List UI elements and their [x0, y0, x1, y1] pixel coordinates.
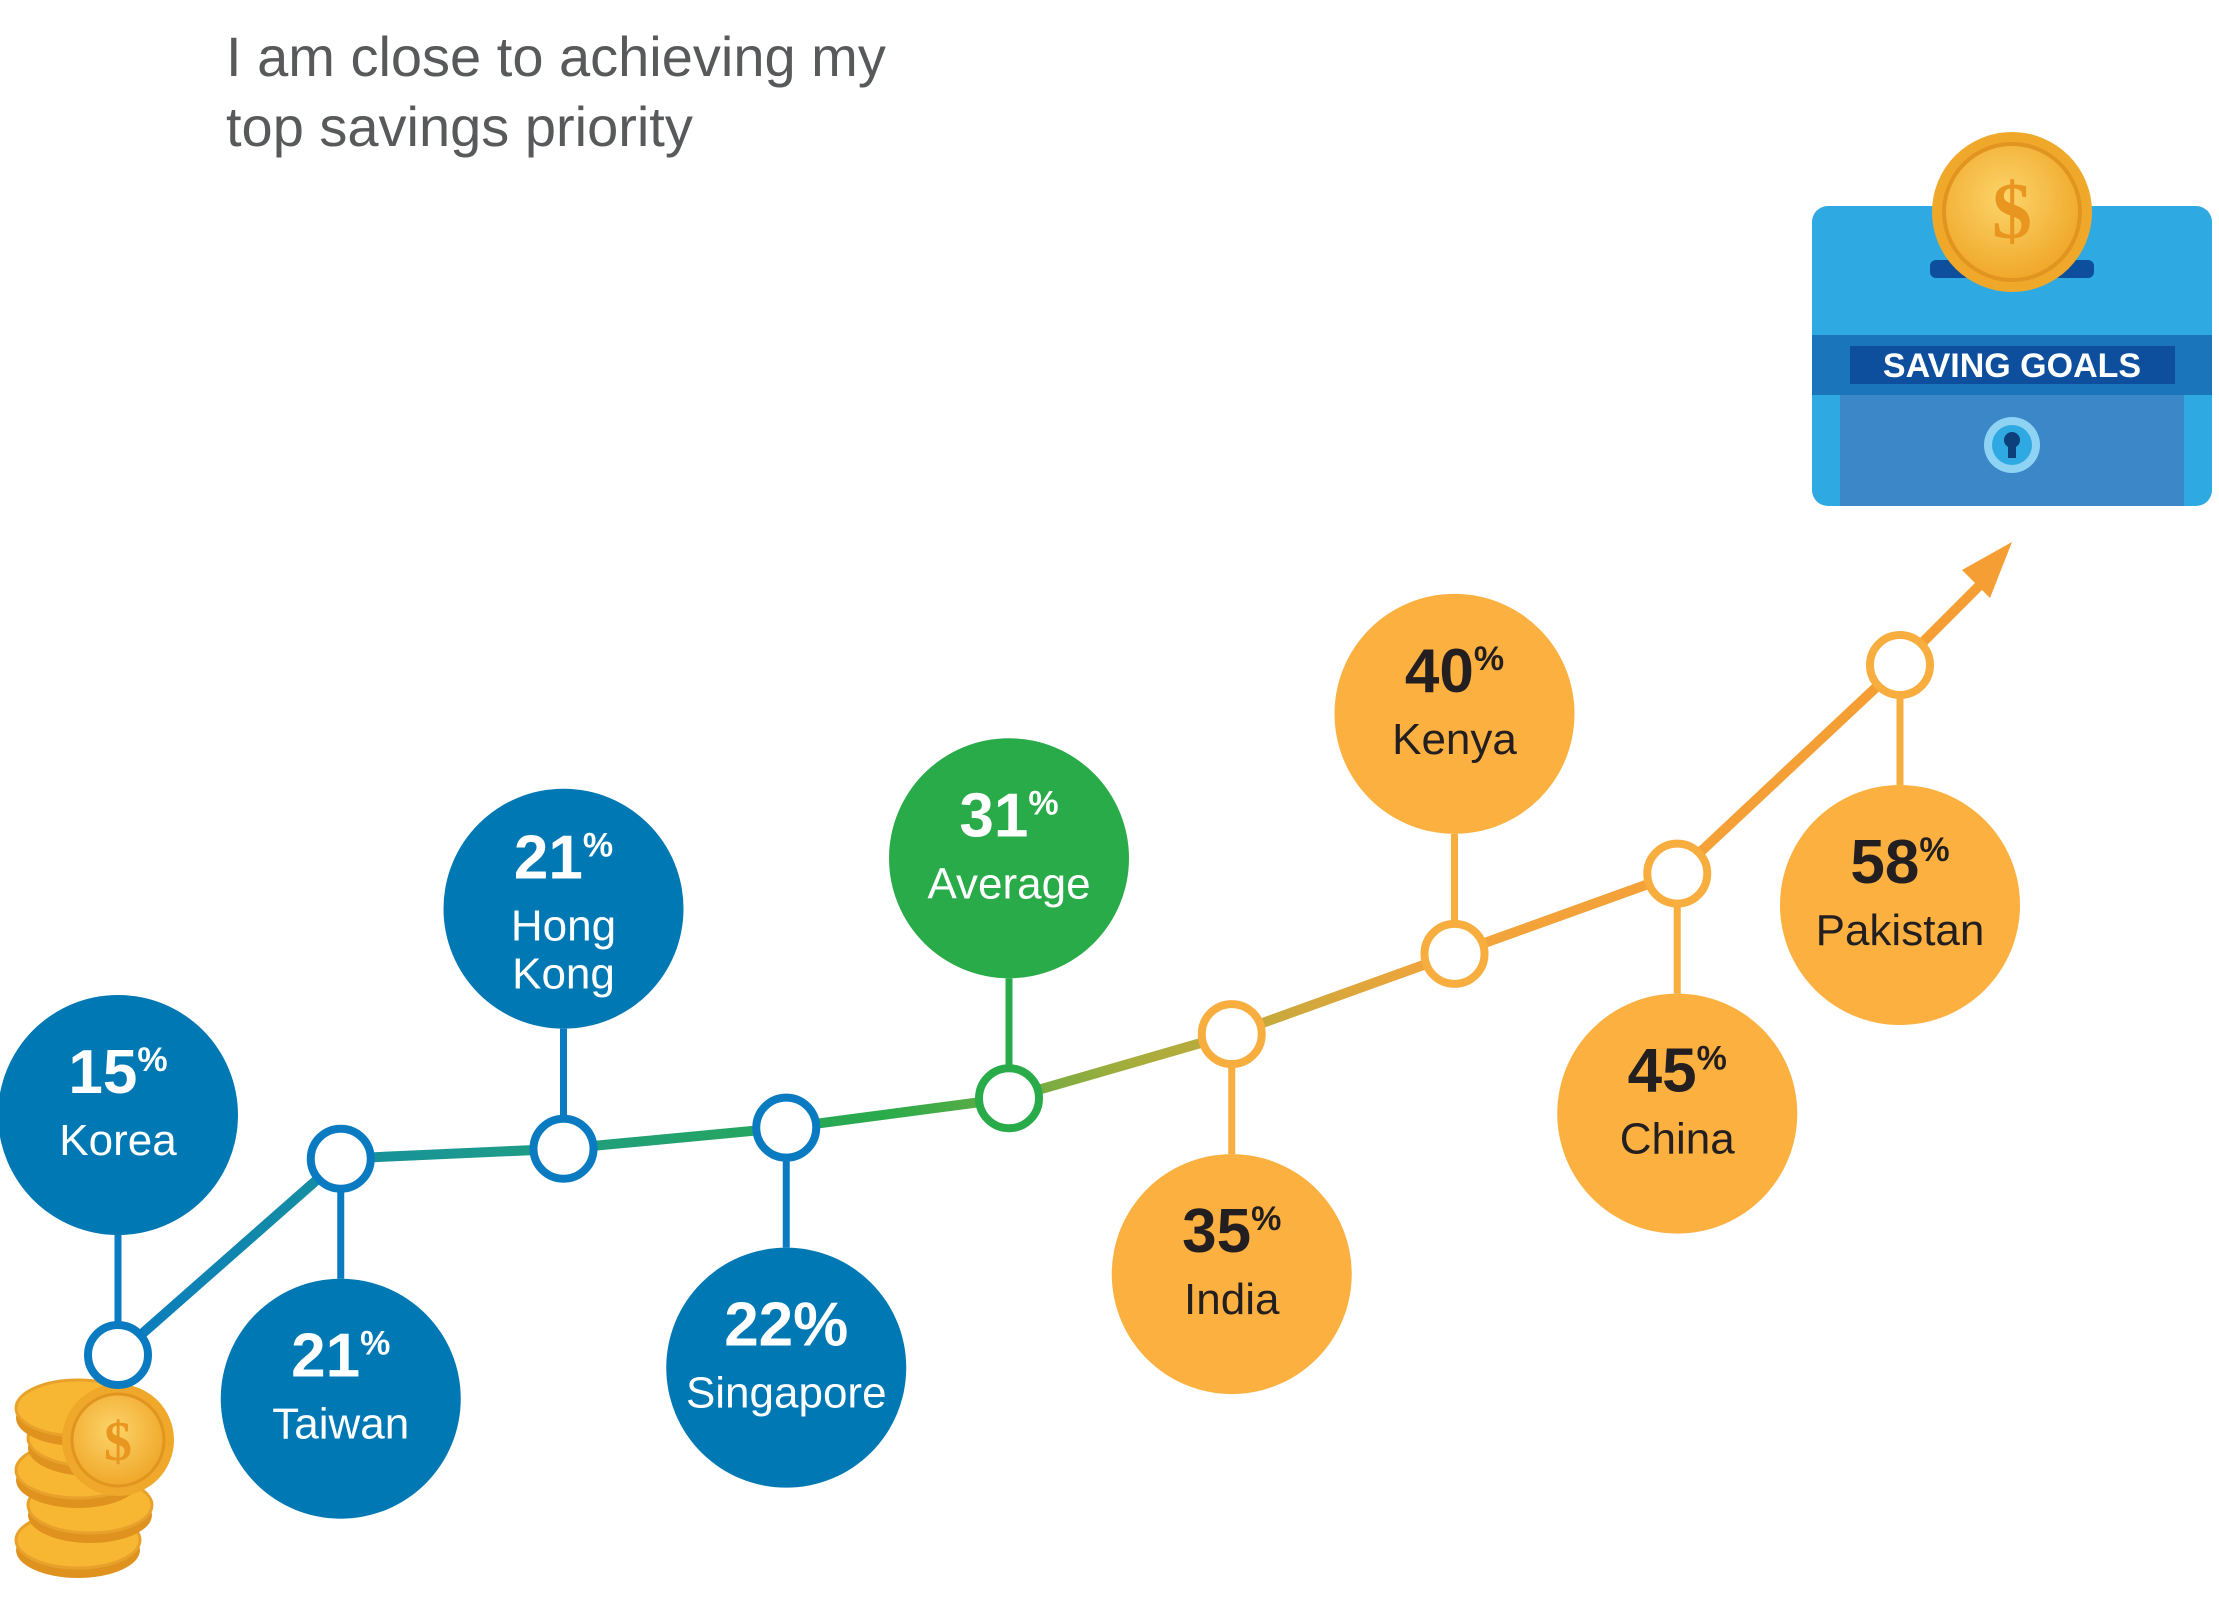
bubble-pakistan: 58% Pakistan	[1780, 785, 2020, 1025]
points-layer	[84, 631, 1934, 1389]
savings-box-label: SAVING GOALS	[1883, 347, 2141, 385]
category-label-kenya: Kenya	[1392, 715, 1517, 764]
value-label-hong-kong: 21%	[514, 824, 613, 893]
point-pakistan	[1866, 631, 1934, 699]
bubble-circle-korea	[0, 995, 238, 1235]
coin-stack-icon: $	[14, 1378, 174, 1578]
bubble-circle-india	[1111, 1154, 1352, 1395]
value-label-taiwan: 21%	[291, 1322, 390, 1391]
point-taiwan	[306, 1124, 375, 1193]
point-average	[975, 1064, 1043, 1133]
bubble-circle-pakistan	[1780, 785, 2020, 1025]
bubble-china: 45% China	[1557, 993, 1798, 1234]
svg-text:$: $	[1992, 168, 2032, 256]
keyhole-icon	[1984, 417, 2040, 473]
value-label-kenya: 40%	[1405, 637, 1504, 706]
bubble-circle-average	[889, 738, 1129, 979]
bubble-average: 31% Average	[889, 738, 1129, 979]
bubble-kenya: 40% Kenya	[1334, 593, 1575, 834]
dollar-coin-icon: $	[1932, 132, 2092, 292]
category-label-hong-kong-2: Kong	[512, 950, 615, 999]
category-label-india: India	[1184, 1275, 1280, 1324]
savings-box: $ SAVING GOALS	[1812, 132, 2212, 506]
bubble-india: 35% India	[1111, 1154, 1352, 1395]
svg-text:$: $	[104, 1411, 132, 1473]
value-label-pakistan: 58%	[1850, 828, 1949, 897]
point-kenya	[1420, 919, 1489, 988]
chart-title: I am close to achieving my top savings p…	[226, 22, 1126, 162]
category-label-average: Average	[927, 859, 1090, 908]
category-label-china: China	[1620, 1115, 1735, 1164]
category-label-pakistan: Pakistan	[1816, 906, 1985, 955]
bubble-korea: 15% Korea	[0, 995, 238, 1235]
value-label-china: 45%	[1628, 1037, 1727, 1106]
category-label-taiwan: Taiwan	[272, 1400, 409, 1449]
value-label-korea: 15%	[68, 1038, 167, 1107]
bubble-taiwan: 21% Taiwan	[220, 1278, 461, 1519]
category-label-korea: Korea	[59, 1116, 177, 1165]
point-india	[1197, 1000, 1266, 1069]
bubble-singapore: 22% Singapore	[666, 1247, 907, 1488]
arrow-head-icon	[1962, 542, 2012, 598]
value-label-singapore: 22%	[724, 1291, 848, 1360]
chart-title-line-1: I am close to achieving my	[226, 25, 886, 88]
bubble-circle-kenya	[1334, 593, 1575, 834]
category-label-singapore: Singapore	[686, 1369, 887, 1418]
value-label-india: 35%	[1182, 1197, 1281, 1266]
point-korea	[84, 1321, 152, 1389]
point-singapore	[752, 1093, 821, 1162]
bubble-circle-hong-kong	[443, 788, 684, 1029]
savings-box-label-bg	[1850, 346, 2175, 384]
bubble-circle-singapore	[666, 1247, 907, 1488]
chart-title-line-2: top savings priority	[226, 95, 693, 158]
point-china	[1643, 839, 1712, 908]
value-label-average: 31%	[959, 781, 1058, 850]
point-hong-kong	[529, 1114, 598, 1183]
category-label-hong-kong-1: Hong	[511, 902, 616, 951]
bubble-circle-china	[1557, 993, 1798, 1234]
bubble-circle-taiwan	[220, 1278, 461, 1519]
